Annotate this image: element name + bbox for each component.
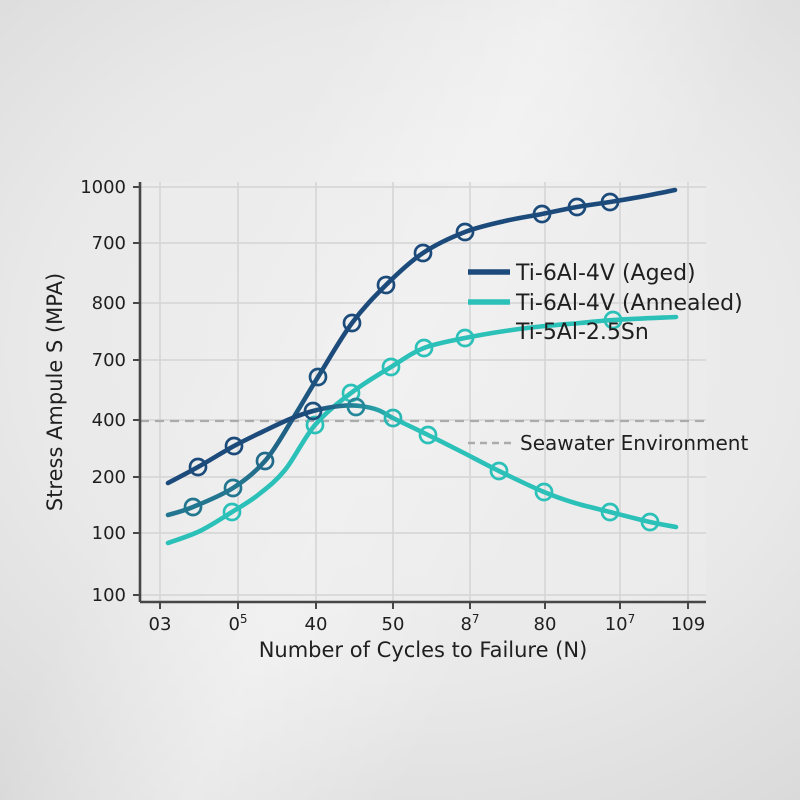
x-tick-label: 87 (460, 612, 479, 635)
legend: Ti-6Al-4V (Aged) Ti-6Al-4V (Annealed) Ti-5… (468, 261, 748, 455)
y-tick-label: 1000 (80, 177, 126, 198)
data-point-marker (455, 328, 475, 348)
data-point-marker (600, 192, 620, 212)
data-point-marker (188, 457, 208, 477)
data-point-marker (640, 512, 660, 532)
y-tick-label: 700 (92, 350, 126, 371)
y-tick-label: 700 (92, 233, 126, 254)
x-tick-label: 05 (228, 612, 247, 635)
x-axis-title: Number of Cycles to Failure (N) (259, 638, 588, 662)
data-point-marker (308, 367, 328, 387)
seawater-legend-label: Seawater Environment (520, 431, 748, 455)
y-tick-label: 200 (92, 467, 126, 488)
data-point-marker (305, 415, 325, 435)
data-point-marker (381, 357, 401, 377)
data-point-marker (222, 502, 242, 522)
data-point-marker (255, 451, 275, 471)
data-point-marker (534, 482, 554, 502)
x-tick-label: 40 (305, 614, 328, 635)
y-tick-label: 400 (92, 410, 126, 431)
legend-label: Ti-6Al-4V (Aged) (515, 261, 696, 286)
data-point-marker (383, 408, 403, 428)
data-point-marker (346, 397, 366, 417)
axes (133, 182, 706, 609)
data-point-marker (303, 401, 323, 421)
data-point-marker (600, 502, 620, 522)
curve-ti-5al-2-5sn (165, 403, 679, 530)
gridlines (140, 182, 706, 602)
curve-ti-6al-4v-aged- (165, 187, 678, 518)
legend-label: Ti-6Al-4V (Annealed) (515, 291, 743, 316)
x-tick-label: 03 (149, 614, 172, 635)
data-point-marker (532, 204, 552, 224)
data-point-marker (413, 243, 433, 263)
data-point-marker (418, 425, 438, 445)
y-tick-label: 100 (92, 523, 126, 544)
data-point-marker (455, 222, 475, 242)
data-point-marker (183, 497, 203, 517)
data-point-marker (223, 478, 243, 498)
x-tick-label: 50 (382, 614, 405, 635)
y-tick-label: 800 (92, 293, 126, 314)
data-point-marker (567, 197, 587, 217)
data-point-marker (603, 310, 623, 330)
x-tick-label: 109 (671, 614, 705, 635)
curve-ti-6al-4v-annealed- (165, 314, 679, 546)
x-tick-label: 107 (605, 612, 636, 635)
data-point-marker (414, 338, 434, 358)
y-tick-label: 100 (92, 585, 126, 606)
data-point-marker (489, 461, 509, 481)
data-point-marker (342, 313, 362, 333)
data-point-marker (376, 275, 396, 295)
data-curves (165, 187, 679, 546)
tick-labels: 1000 700 800 700 400 200 100 100 03 05 40 50 87 80 107… (80, 177, 705, 635)
data-point-marker (224, 436, 244, 456)
x-tick-label: 80 (534, 614, 557, 635)
legend-label: Ti-5Al-2.5Sn (515, 320, 649, 345)
y-axis-title: Stress Ampule S (MPA) (43, 273, 67, 511)
data-point-markers (183, 192, 660, 532)
